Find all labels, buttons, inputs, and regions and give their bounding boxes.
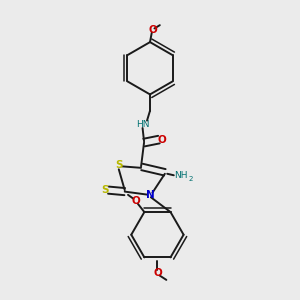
Text: O: O [148, 25, 157, 34]
Text: O: O [158, 135, 166, 145]
Text: O: O [131, 196, 140, 206]
Text: S: S [102, 185, 109, 195]
Text: S: S [115, 160, 122, 170]
Text: NH: NH [175, 171, 188, 180]
Text: N: N [146, 190, 154, 200]
Text: HN: HN [136, 120, 150, 129]
Text: O: O [153, 268, 162, 278]
Text: 2: 2 [189, 176, 193, 182]
